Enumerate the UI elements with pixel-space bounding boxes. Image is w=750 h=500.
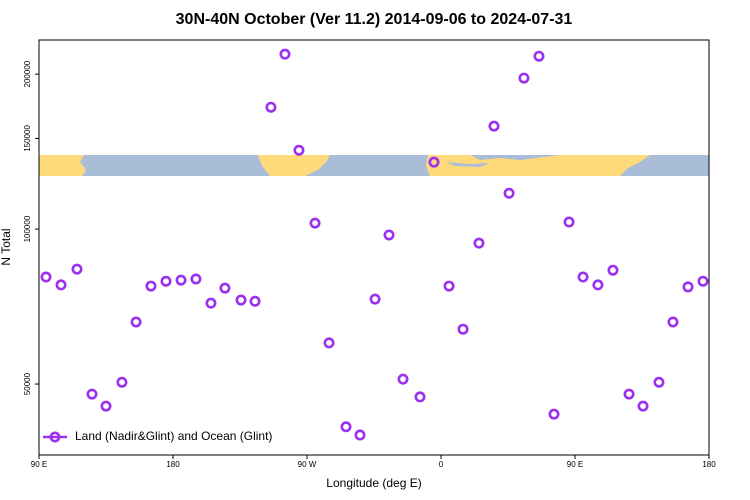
data-point	[488, 120, 500, 132]
chart-title: 30N-40N October (Ver 11.2) 2014-09-06 to…	[176, 11, 573, 28]
map-strip	[39, 155, 709, 176]
data-point	[414, 391, 426, 403]
data-point	[697, 275, 709, 287]
data-point	[71, 263, 83, 275]
x-tick-label: 180	[166, 460, 180, 469]
data-point	[175, 274, 187, 286]
data-point	[533, 50, 545, 62]
x-tick-label: 0	[439, 460, 444, 469]
data-point	[40, 271, 52, 283]
legend-label: Land (Nadir&Glint) and Ocean (Glint)	[75, 429, 272, 443]
data-point	[503, 187, 515, 199]
data-point	[563, 216, 575, 228]
data-point	[160, 275, 172, 287]
data-point	[130, 316, 142, 328]
data-point	[473, 237, 485, 249]
data-point	[309, 217, 321, 229]
x-axis-title: Longitude (deg E)	[326, 476, 421, 490]
data-point	[249, 295, 261, 307]
data-point	[397, 373, 409, 385]
data-point	[55, 279, 67, 291]
plot-frame	[38, 39, 710, 456]
data-point	[235, 294, 247, 306]
data-point	[116, 376, 128, 388]
data-point	[457, 323, 469, 335]
y-tick-label: 100000	[23, 215, 32, 242]
data-point	[682, 281, 694, 293]
data-point	[219, 282, 231, 294]
data-point	[369, 293, 381, 305]
data-point	[548, 408, 560, 420]
data-point	[653, 376, 665, 388]
x-tick-label: 90 E	[567, 460, 583, 469]
data-point	[383, 229, 395, 241]
data-point	[428, 156, 440, 168]
data-point	[623, 388, 635, 400]
y-tick-label: 50000	[23, 372, 32, 395]
data-point	[279, 48, 291, 60]
data-point	[190, 273, 202, 285]
data-point	[340, 421, 352, 433]
y-tick-label: 150000	[23, 125, 32, 152]
data-point	[637, 400, 649, 412]
data-point	[354, 429, 366, 441]
data-point	[145, 280, 157, 292]
data-point	[667, 316, 679, 328]
y-axis-title: N Total	[0, 228, 13, 265]
x-tick-label: 90 W	[298, 460, 317, 469]
data-point	[205, 297, 217, 309]
x-tick-label: 90 E	[31, 460, 47, 469]
data-point	[577, 271, 589, 283]
x-tick-label: 180	[702, 460, 716, 469]
data-point	[592, 279, 604, 291]
data-point	[265, 101, 277, 113]
data-point	[443, 280, 455, 292]
data-point	[607, 264, 619, 276]
data-point	[86, 388, 98, 400]
legend-marker	[49, 431, 61, 443]
y-tick-label: 200000	[23, 60, 32, 87]
data-point	[323, 337, 335, 349]
data-point	[293, 144, 305, 156]
data-point	[518, 72, 530, 84]
data-point	[100, 400, 112, 412]
